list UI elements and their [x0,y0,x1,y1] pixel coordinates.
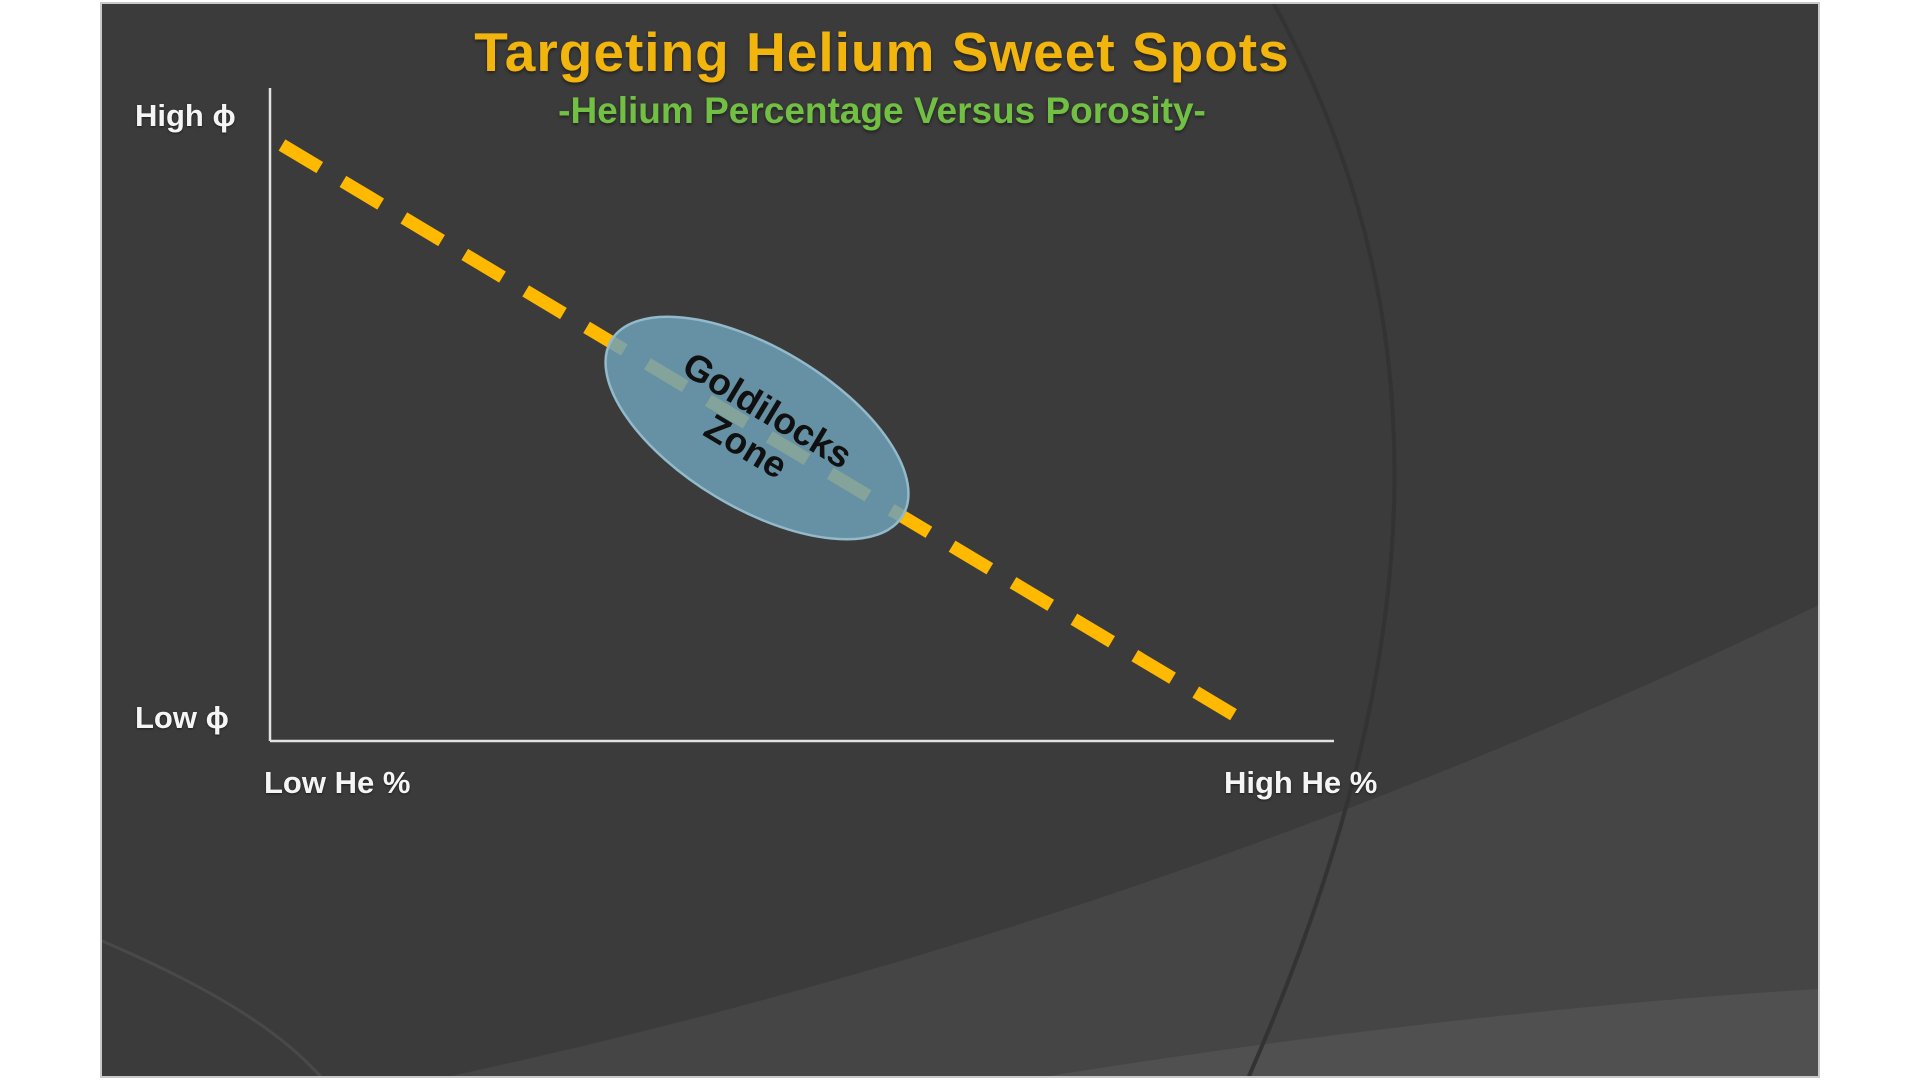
slide-canvas: Goldilocks Zone Targeting Helium Sweet S… [100,2,1820,1078]
x-axis-label-low: Low He % [264,765,411,800]
decor-arc-right [1246,4,1397,1076]
goldilocks-ellipse [604,315,910,541]
y-axis-label-low: Low ϕ [135,700,229,735]
chart-subtitle: -Helium Percentage Versus Porosity- [558,90,1206,131]
background-curves [102,4,1818,1076]
title-block: Targeting Helium Sweet Spots -Helium Per… [102,20,1662,132]
x-axis-label-high: High He % [1224,765,1378,800]
y-axis-label-high: High ϕ [135,98,236,133]
chart-title: Targeting Helium Sweet Spots [474,21,1290,83]
goldilocks-zone-group: Goldilocks Zone [604,315,910,541]
decor-swoosh-light [450,605,1818,1076]
chart-plot-area: Goldilocks Zone [268,88,1334,743]
decor-swoosh-lighter [1048,989,1818,1076]
trend-line-dashed [278,139,1248,727]
decor-arc-bottom-left [102,939,323,1076]
